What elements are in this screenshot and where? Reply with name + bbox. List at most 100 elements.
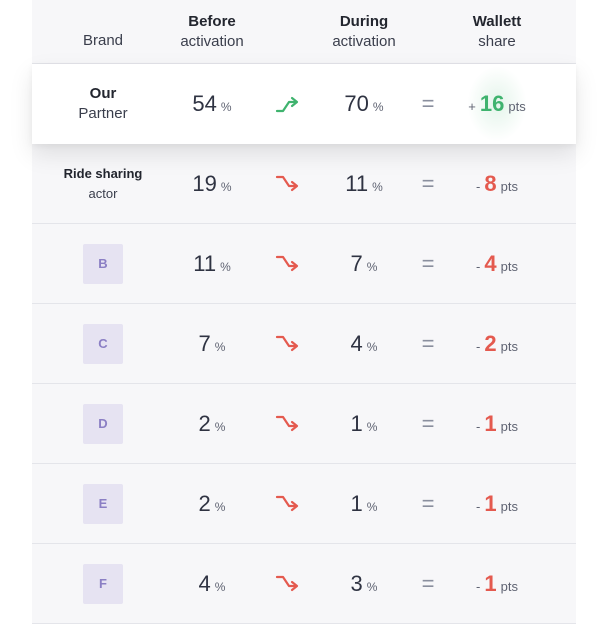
brand-name-bold: Ride sharing bbox=[63, 165, 143, 181]
points-unit: pts bbox=[500, 258, 518, 274]
delta-sign: - bbox=[476, 338, 481, 354]
brand-cell: F bbox=[32, 544, 174, 623]
equals-sign: = bbox=[408, 64, 448, 144]
table-header: Brand Before activation During activation … bbox=[32, 0, 576, 64]
before-header-line2: activation bbox=[180, 32, 244, 50]
delta-value: 16 bbox=[479, 91, 505, 116]
before-value: 54 bbox=[192, 91, 217, 116]
delta-sign: + bbox=[468, 99, 476, 114]
equals-symbol: = bbox=[421, 570, 435, 596]
percent-unit: % bbox=[366, 419, 378, 434]
before-activation-cell: 7% bbox=[160, 304, 264, 383]
trend-down-arrow-icon bbox=[268, 224, 308, 303]
delta-value: 1 bbox=[484, 570, 497, 596]
brand-cell: D bbox=[32, 384, 174, 463]
delta-sign: - bbox=[476, 498, 481, 514]
percent-unit: % bbox=[220, 179, 232, 194]
table-row: D 2% 1% = - 1 pts bbox=[32, 384, 576, 464]
trend-down-arrow-icon bbox=[268, 304, 308, 383]
equals-symbol: = bbox=[421, 330, 435, 356]
during-activation-cell: 4% bbox=[314, 304, 414, 383]
brand-name: Ride sharing actor bbox=[64, 164, 143, 204]
delta-sign: - bbox=[476, 578, 481, 594]
points-unit: pts bbox=[500, 498, 518, 514]
during-value: 1 bbox=[350, 410, 363, 436]
during-activation-column-header: During activation bbox=[314, 0, 414, 63]
brand-badge: E bbox=[83, 483, 123, 524]
wallet-share-cell: - 1 pts bbox=[442, 384, 552, 463]
before-value: 7 bbox=[198, 330, 211, 356]
brand-column-header: Brand bbox=[32, 0, 174, 63]
brand-cell: Ride sharing actor bbox=[32, 144, 174, 223]
equals-sign: = bbox=[408, 224, 448, 303]
equals-symbol: = bbox=[421, 170, 435, 196]
during-value: 11 bbox=[345, 170, 369, 196]
table-row: C 7% 4% = - 2 pts bbox=[32, 304, 576, 384]
before-activation-cell: 2% bbox=[160, 464, 264, 543]
percent-unit: % bbox=[214, 499, 226, 514]
equals-symbol: = bbox=[421, 91, 435, 116]
table-row: E 2% 1% = - 1 pts bbox=[32, 464, 576, 544]
wallet-share-cell: - 2 pts bbox=[442, 304, 552, 383]
brand-badge: F bbox=[83, 563, 123, 604]
brand-header-label: Brand bbox=[82, 31, 124, 49]
percent-unit: % bbox=[366, 339, 378, 354]
percent-unit: % bbox=[214, 339, 226, 354]
wallet-share-table: Brand Before activation During activation … bbox=[32, 0, 576, 624]
equals-sign: = bbox=[408, 544, 448, 623]
during-activation-cell: 7% bbox=[314, 224, 414, 303]
before-value: 11 bbox=[193, 250, 217, 276]
delta-sign: - bbox=[476, 418, 481, 434]
before-activation-column-header: Before activation bbox=[160, 0, 264, 63]
during-header-line2: activation bbox=[332, 32, 396, 50]
brand-name-sub: actor bbox=[88, 185, 118, 201]
before-header-line1: Before bbox=[188, 12, 236, 30]
equals-sign: = bbox=[408, 304, 448, 383]
during-value: 1 bbox=[350, 490, 363, 516]
share-delta: - 4 pts bbox=[467, 225, 527, 302]
percent-unit: % bbox=[214, 419, 226, 434]
percent-unit: % bbox=[220, 259, 231, 274]
share-header-line2: share bbox=[478, 32, 516, 50]
brand-badge: B bbox=[83, 243, 123, 284]
during-header-line1: During bbox=[339, 12, 389, 30]
share-delta: - 8 pts bbox=[467, 145, 527, 222]
during-value: 3 bbox=[350, 570, 363, 596]
brand-cell: B bbox=[32, 224, 174, 303]
brand-badge: D bbox=[83, 403, 123, 444]
points-unit: pts bbox=[500, 178, 518, 194]
brand-cell: Our Partner bbox=[32, 64, 174, 144]
brand-cell: C bbox=[32, 304, 174, 383]
trend-up-arrow-icon bbox=[268, 64, 308, 144]
equals-symbol: = bbox=[421, 410, 435, 436]
table-row: F 4% 3% = - 1 pts bbox=[32, 544, 576, 624]
wallet-share-column-header: Wallett share bbox=[442, 0, 552, 63]
share-delta: - 1 pts bbox=[467, 545, 527, 622]
during-activation-cell: 3% bbox=[314, 544, 414, 623]
trend-down-arrow-icon bbox=[268, 144, 308, 223]
wallet-share-cell: + 16 pts bbox=[442, 64, 552, 144]
before-value: 4 bbox=[198, 570, 211, 596]
before-activation-cell: 2% bbox=[160, 384, 264, 463]
wallet-share-cell: - 1 pts bbox=[442, 544, 552, 623]
trend-down-arrow-icon bbox=[268, 384, 308, 463]
during-value: 7 bbox=[350, 250, 363, 276]
percent-unit: % bbox=[372, 179, 383, 194]
equals-symbol: = bbox=[421, 490, 435, 516]
percent-unit: % bbox=[366, 579, 378, 594]
points-unit: pts bbox=[508, 99, 526, 114]
during-activation-cell: 1% bbox=[314, 384, 414, 463]
brand-name-sub: Partner bbox=[78, 105, 128, 122]
share-delta: - 1 pts bbox=[467, 465, 527, 542]
share-header-line1: Wallett bbox=[472, 12, 522, 30]
before-activation-cell: 11% bbox=[160, 224, 264, 303]
percent-unit: % bbox=[366, 259, 378, 274]
percent-unit: % bbox=[372, 100, 384, 114]
brand-name-bold: Our bbox=[89, 85, 117, 102]
share-delta: - 2 pts bbox=[467, 305, 527, 382]
points-unit: pts bbox=[500, 338, 518, 354]
equals-sign: = bbox=[408, 144, 448, 223]
during-activation-cell: 1% bbox=[314, 464, 414, 543]
wallet-share-cell: - 8 pts bbox=[442, 144, 552, 223]
delta-value: 1 bbox=[484, 410, 497, 436]
